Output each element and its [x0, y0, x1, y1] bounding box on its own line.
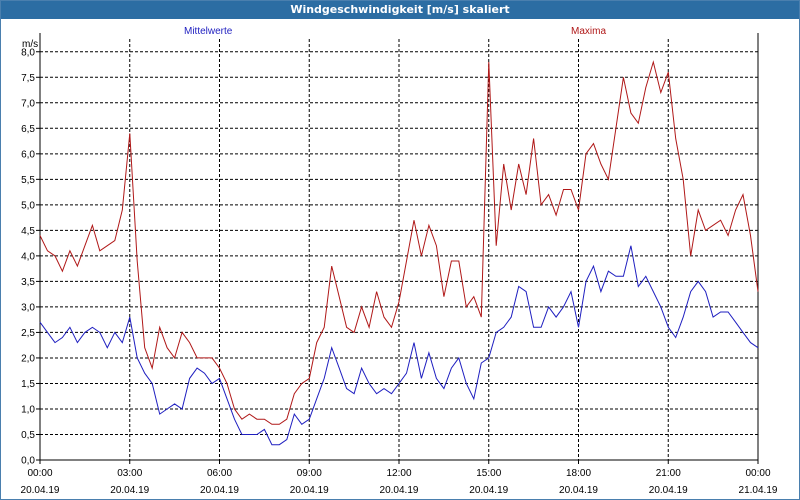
x-tick-time-label: 18:00 [566, 468, 591, 479]
x-tick-time-label: 00:00 [27, 468, 52, 479]
x-tick-date-label: 20.04.19 [469, 485, 508, 496]
x-tick-time-label: 21:00 [656, 468, 681, 479]
y-tick-label: 4,5 [21, 226, 35, 237]
legend-mean: Mittelwerte [184, 26, 233, 37]
y-tick-label: 1,5 [21, 379, 35, 390]
y-tick-label: 8,0 [21, 47, 35, 58]
y-tick-label: 7,5 [21, 73, 35, 84]
y-tick-label: 1,0 [21, 404, 35, 415]
x-tick-date-label: 20.04.19 [380, 485, 419, 496]
y-tick-label: 6,0 [21, 149, 35, 160]
y-tick-label: 5,0 [21, 200, 35, 211]
y-tick-label: 3,5 [21, 277, 35, 288]
x-tick-date-label: 20.04.19 [559, 485, 598, 496]
y-tick-label: 0,0 [21, 456, 35, 467]
y-tick-label: 5,5 [21, 175, 35, 186]
x-tick-date-label: 20.04.19 [200, 485, 239, 496]
y-tick-label: 2,0 [21, 353, 35, 364]
x-tick-date-label: 20.04.19 [21, 485, 60, 496]
x-tick-time-label: 00:00 [745, 468, 770, 479]
series-line-mittelwerte [39, 245, 759, 446]
x-tick-time-label: 09:00 [297, 468, 322, 479]
y-tick-label: 7,0 [21, 98, 35, 109]
x-tick-date-label: 20.04.19 [110, 485, 149, 496]
x-tick-time-label: 15:00 [476, 468, 501, 479]
x-tick-time-label: 12:00 [386, 468, 411, 479]
x-tick-time-label: 06:00 [207, 468, 232, 479]
legend-max: Maxima [571, 26, 607, 37]
y-axis-unit-label: m/s [22, 39, 38, 50]
x-tick-time-label: 03:00 [117, 468, 142, 479]
y-tick-label: 3,0 [21, 302, 35, 313]
series-line-maxima [39, 60, 759, 425]
y-tick-label: 6,5 [21, 124, 35, 135]
x-tick-date-label: 20.04.19 [649, 485, 688, 496]
y-tick-label: 4,0 [21, 251, 35, 262]
y-tick-label: 0,5 [21, 430, 35, 441]
x-tick-date-label: 21.04.19 [739, 485, 778, 496]
x-tick-date-label: 20.04.19 [290, 485, 329, 496]
y-tick-label: 2,5 [21, 328, 35, 339]
window-title: Windgeschwindigkeit [m/s] skaliert [1, 1, 799, 19]
